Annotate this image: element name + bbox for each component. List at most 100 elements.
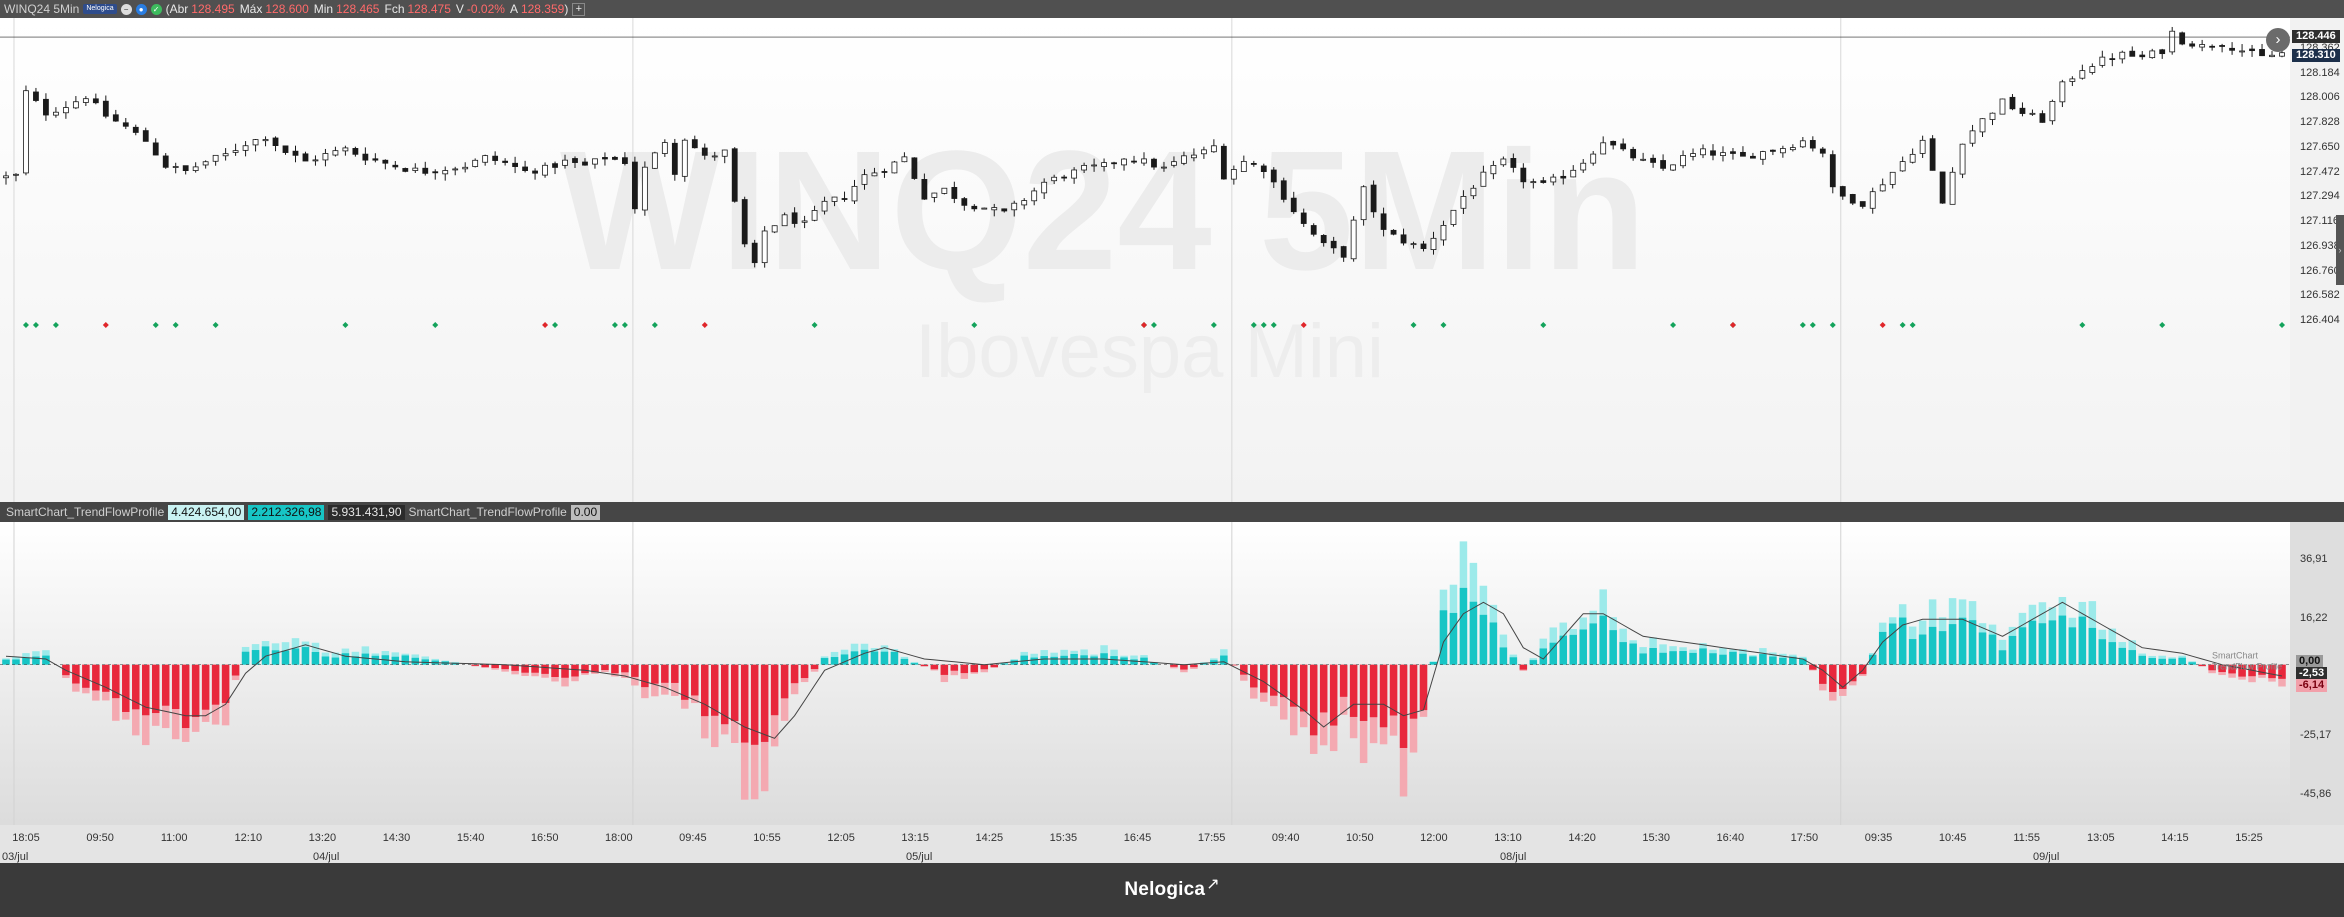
buy-signal-marker (2159, 322, 2166, 328)
candle-up (462, 166, 469, 170)
volume-bar-positive (361, 653, 370, 665)
candle-up (442, 170, 449, 175)
candle-up (1690, 153, 1696, 157)
candle-up (2079, 70, 2086, 79)
volume-bar-negative (930, 664, 939, 670)
date-label: 09/jul (2033, 851, 2060, 863)
volume-bar-positive (1020, 655, 1028, 665)
candle-down (33, 91, 39, 101)
candle-up (1031, 190, 1038, 202)
indicator-name-2[interactable]: SmartChart_TrendFlowProfile (408, 505, 567, 519)
remove-icon[interactable]: − (120, 3, 132, 15)
indicator-value-3: 5.931.431,90 (328, 504, 405, 520)
volume-bar-negative (2258, 664, 2266, 675)
candle-up (2269, 54, 2275, 58)
settings-icon[interactable]: ● (135, 3, 147, 15)
candle-down (2229, 47, 2235, 51)
time-tick-label: 13:05 (2087, 832, 2115, 844)
scroll-to-end-button[interactable]: › (2266, 28, 2290, 52)
add-symbol-button[interactable]: + (572, 2, 586, 16)
indicator-value-tag: -2,53 (2296, 666, 2328, 680)
watermark-title: WINQ24 5Min (560, 116, 1647, 306)
adjusted-value: 128.359 (520, 2, 565, 16)
candle-down (881, 171, 888, 173)
volume-bar-positive (2128, 650, 2137, 665)
time-tick-label: 11:55 (2013, 832, 2041, 844)
candle-up (851, 185, 858, 202)
symbol-label[interactable]: WINQ24 5Min (4, 2, 80, 16)
candle-up (1720, 152, 1726, 156)
volume-bar-positive (1759, 654, 1767, 665)
buy-signal-marker (1410, 322, 1417, 328)
candle-up (412, 167, 419, 171)
candle-up (1041, 181, 1048, 194)
buy-signal-marker (152, 322, 159, 328)
volume-bar-negative (970, 664, 979, 673)
sell-signal-marker (701, 322, 708, 328)
side-panel-toggle[interactable]: › (2336, 215, 2344, 285)
price-chart-panel[interactable]: WINQ24 5Min Ibovespa Mini (0, 18, 2290, 502)
time-tick-label: 13:20 (308, 832, 337, 844)
volume-bar-positive (880, 651, 889, 665)
price-tick-label: 126.404 (2300, 314, 2340, 326)
volume-bar-negative (1329, 664, 1338, 726)
candle-down (352, 148, 359, 155)
volume-bar-positive (1878, 631, 1887, 665)
volume-bar-negative (161, 664, 170, 706)
volume-bar-positive (331, 657, 340, 665)
candlestick-chart[interactable] (0, 18, 2290, 502)
candle-down (1929, 138, 1936, 171)
candle-up (202, 161, 209, 166)
volume-bar-positive (1579, 629, 1587, 665)
volume-bar-positive (1789, 656, 1797, 665)
volume-bar-negative (571, 664, 579, 677)
price-tick-label: 127.472 (2300, 165, 2340, 178)
time-tick-label: 18:00 (605, 832, 633, 844)
time-tick-label: 16:45 (1123, 832, 1152, 844)
candle-down (602, 157, 608, 160)
indicator-name[interactable]: SmartChart_TrendFlowProfile (6, 505, 165, 519)
buy-signal-marker (811, 322, 818, 328)
time-tick-label: 13:10 (1494, 832, 1522, 844)
candle-down (2189, 43, 2196, 47)
price-tick-label: 127.116 (2300, 215, 2339, 227)
candle-up (312, 159, 319, 162)
candle-up (1440, 225, 1447, 241)
volume-bar-negative (2198, 664, 2206, 667)
buy-signal-marker (1909, 322, 1916, 328)
candle-up (871, 172, 878, 177)
volume-bar-positive (1569, 634, 1577, 665)
candle-up (861, 174, 868, 185)
candle-up (1989, 112, 1996, 120)
candle-up (1590, 153, 1597, 164)
volume-bar-negative (1389, 664, 1398, 716)
price-tick-label: 128.006 (2300, 91, 2340, 104)
indicator-legend-label: SmartChart (2212, 651, 2259, 661)
candle-up (72, 101, 79, 109)
candle-down (1829, 154, 1836, 188)
volume-bar-positive (1220, 655, 1228, 665)
candle-up (1210, 145, 1217, 153)
volume-bar-positive (1619, 642, 1627, 665)
candle-up (1760, 151, 1766, 160)
date-label: 03/jul (2, 851, 29, 863)
indicator-panel[interactable]: SmartChart TrendFlow Profile (0, 522, 2290, 825)
candle-up (62, 107, 69, 114)
candle-down (502, 160, 509, 163)
candle-down (701, 147, 708, 156)
candle-up (811, 210, 818, 221)
candle-up (1480, 171, 1487, 187)
time-axis[interactable]: 18:05 09:50 11:00 12:10 13:20 14:30 15:40 16:50… (0, 825, 2290, 863)
volume-bar-negative (1309, 664, 1318, 736)
candle-down (552, 163, 558, 168)
volume-bar-negative (1339, 664, 1348, 697)
volume-bar-negative (2238, 664, 2246, 677)
volume-bar-positive (1749, 656, 1757, 665)
candle-up (1181, 155, 1187, 164)
volume-bar-positive (2088, 627, 2097, 665)
candle-up (2059, 81, 2066, 103)
buy-signal-marker (2079, 322, 2086, 328)
candle-down (1420, 243, 1427, 249)
current-price-tag: 128.310 (2292, 48, 2340, 62)
